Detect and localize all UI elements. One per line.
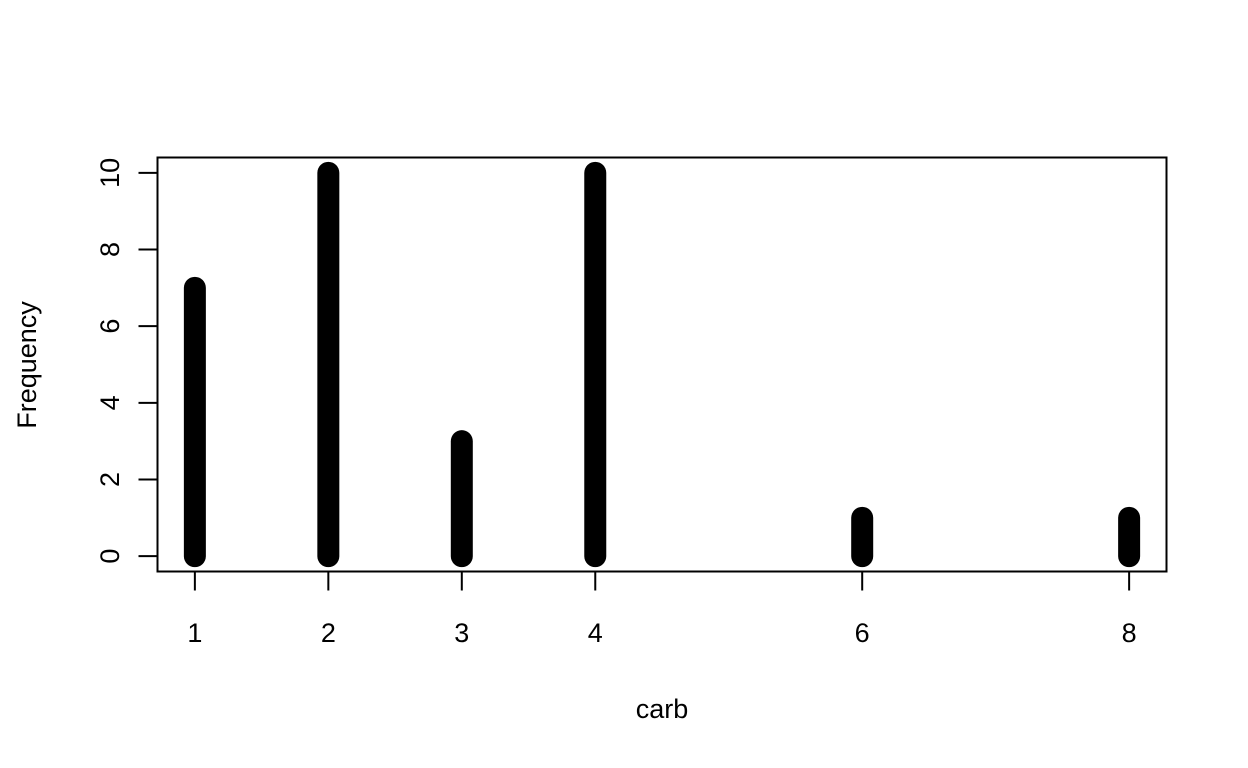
plot-frame (156, 156, 1168, 573)
y-tick-label: 8 (95, 242, 125, 257)
y-tick-label: 4 (95, 395, 125, 410)
x-tick-label: 2 (321, 618, 336, 648)
x-tick-label: 4 (588, 618, 603, 648)
y-tick-label: 6 (95, 319, 125, 334)
bar-series (183, 161, 1141, 568)
y-tick-label: 0 (95, 549, 125, 564)
x-tick-label: 1 (187, 618, 202, 648)
x-tick-label: 6 (855, 618, 870, 648)
y-tick-label: 10 (95, 158, 125, 188)
x-axis: 1 2 3 4 6 8 (187, 570, 1137, 648)
y-axis: 0 2 4 6 8 10 (95, 158, 159, 564)
x-tick-label: 8 (1122, 618, 1137, 648)
y-axis-title: Frequency (12, 301, 42, 429)
x-tick-label: 3 (454, 618, 469, 648)
y-tick-label: 2 (95, 472, 125, 487)
x-axis-title: carb (636, 694, 689, 724)
